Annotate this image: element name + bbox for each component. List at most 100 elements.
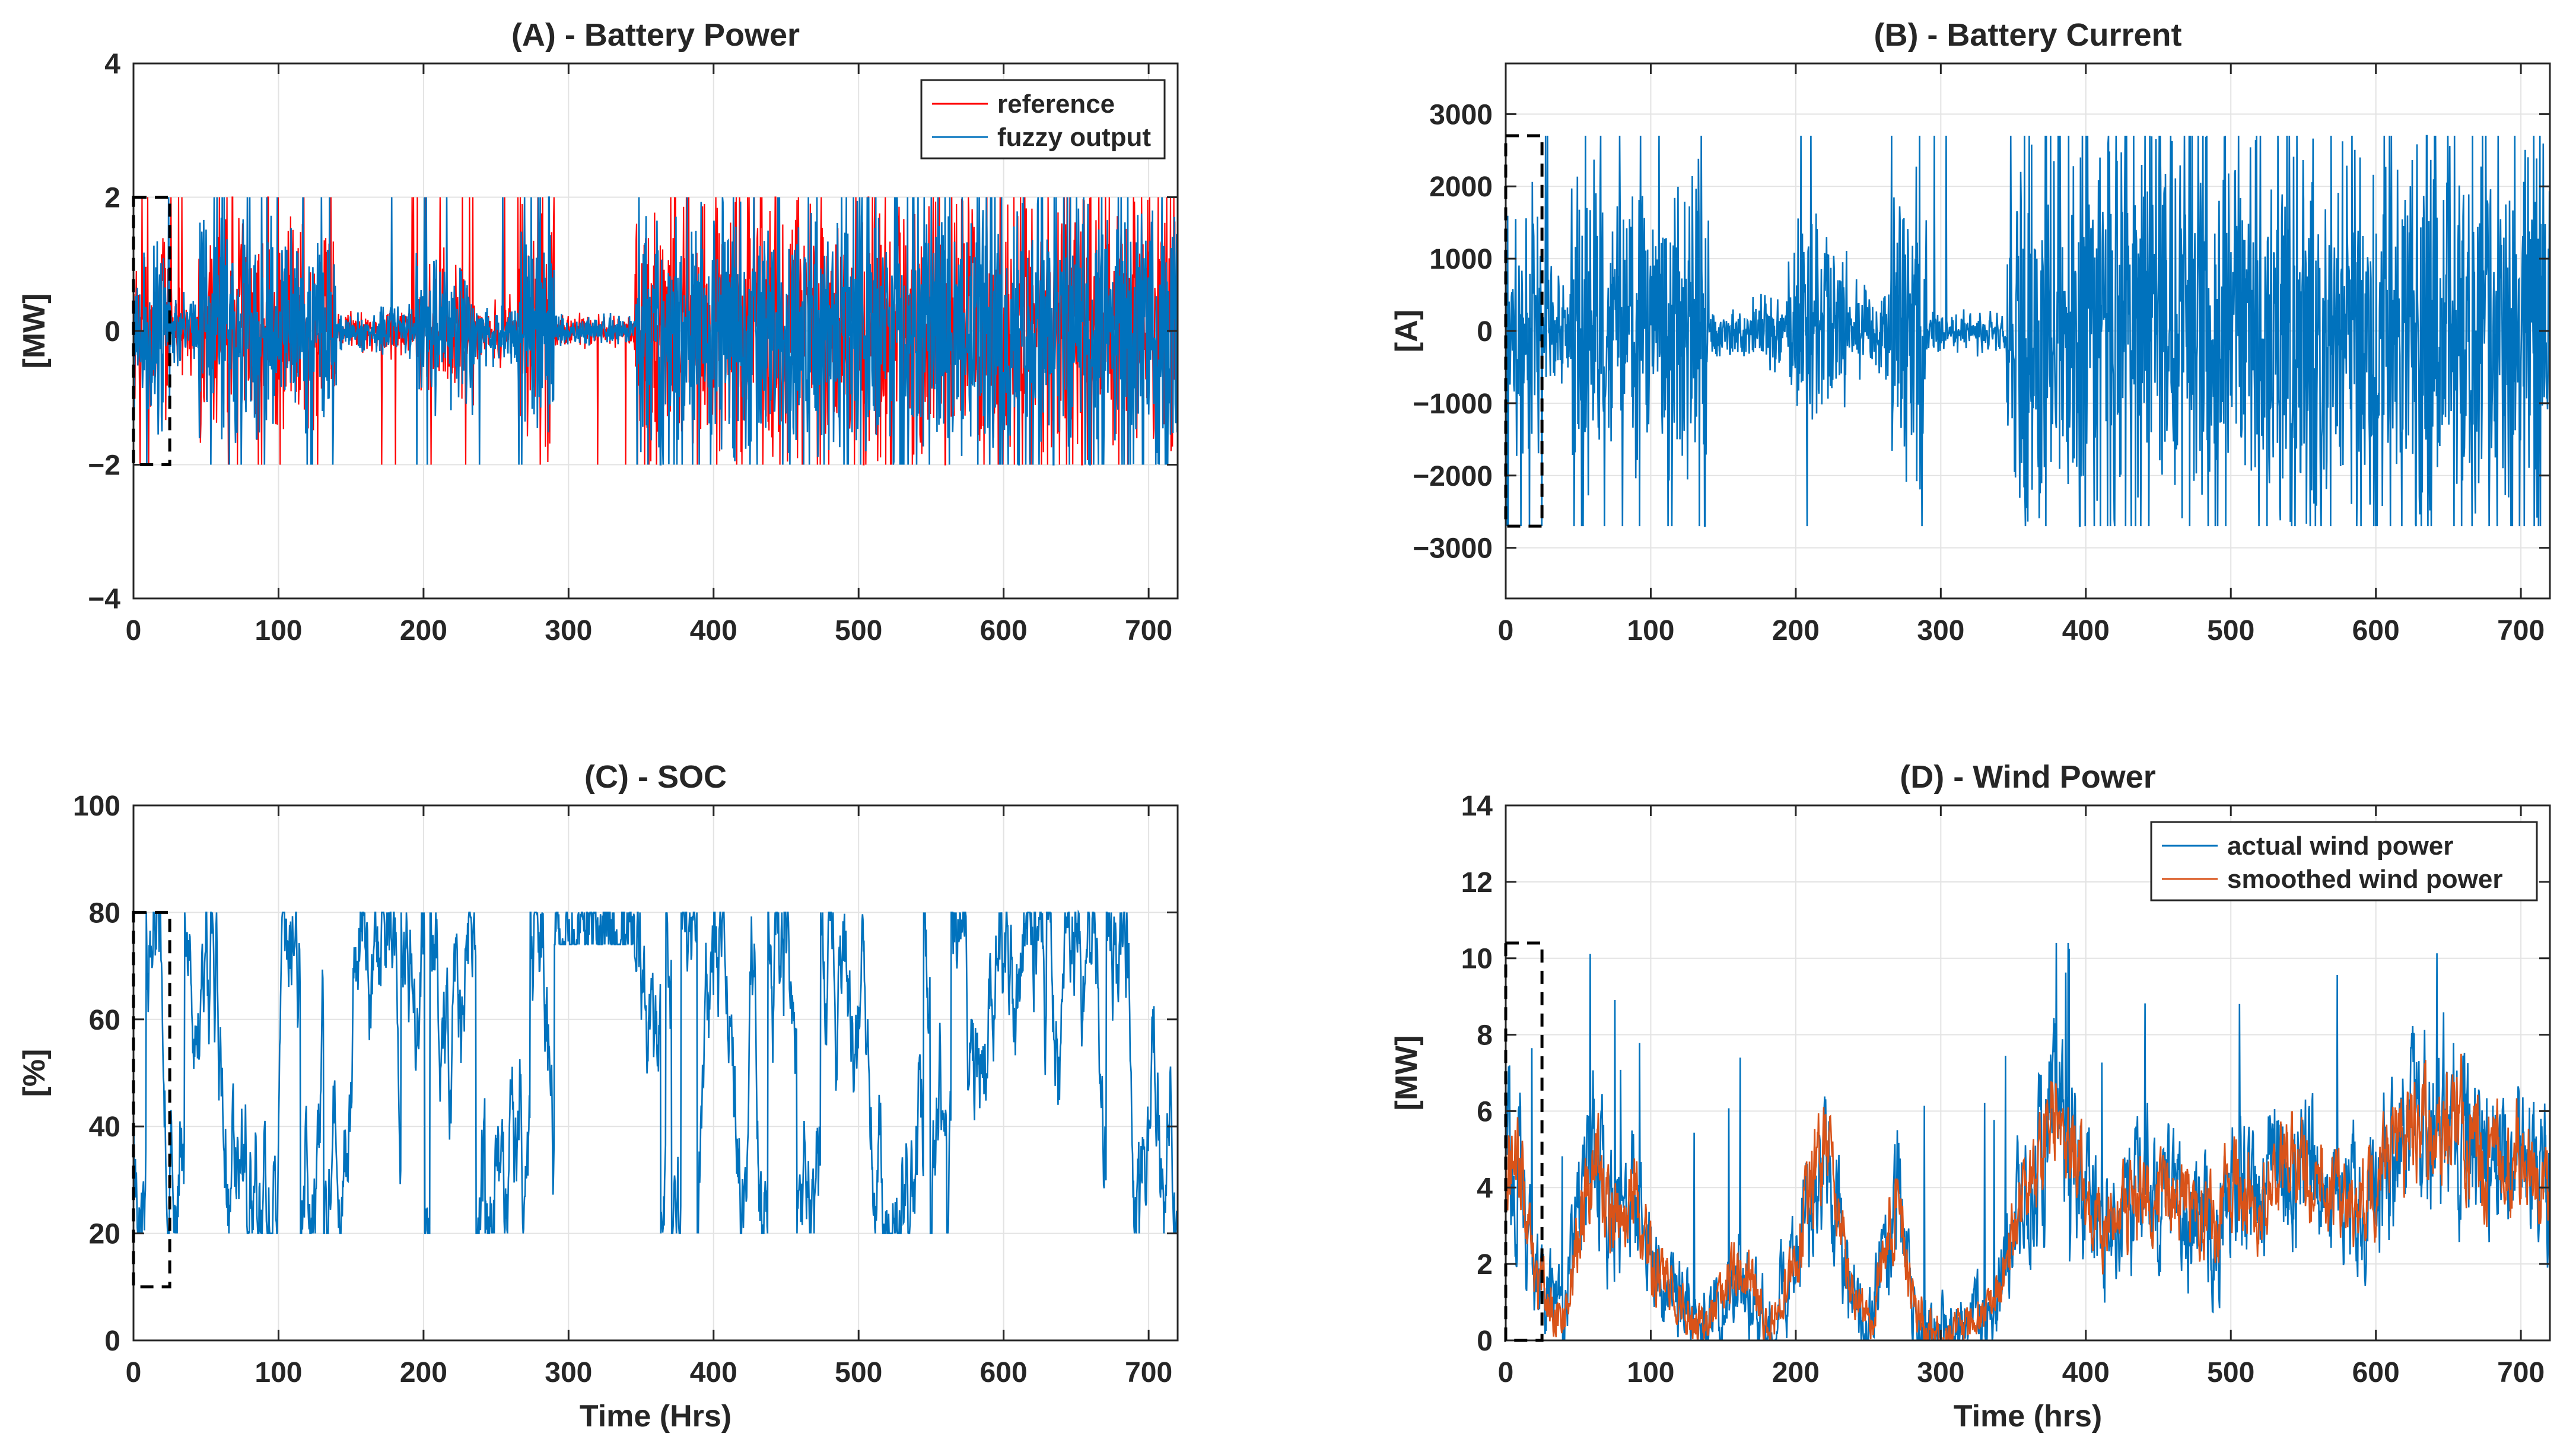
y-tick-label: 4 xyxy=(1477,1173,1493,1204)
x-tick-label: 400 xyxy=(2062,615,2110,646)
panel-a-traces xyxy=(133,196,1178,466)
x-tick-label: 600 xyxy=(2352,615,2400,646)
panel-b-ylabel: [A] xyxy=(1389,310,1424,352)
y-tick-label: 10 xyxy=(1461,944,1493,975)
x-tick-label: 700 xyxy=(1125,1357,1172,1388)
legend-label-smoothed-wind-power: smoothed wind power xyxy=(2227,865,2502,894)
y-tick-label: 2 xyxy=(1477,1249,1493,1280)
panel-a-legend: reference fuzzy output xyxy=(920,79,1166,160)
x-tick-label: 500 xyxy=(835,615,882,646)
x-tick-label: 700 xyxy=(1125,615,1172,646)
dashed-highlight-box xyxy=(132,196,171,466)
dashed-highlight-box xyxy=(1504,941,1544,1342)
y-tick-label: −2000 xyxy=(1413,461,1493,492)
series-line-fuzzy-output xyxy=(133,196,1178,466)
panel-c-frame xyxy=(132,804,1179,1342)
y-tick-label: 14 xyxy=(1461,791,1493,822)
x-tick-label: 400 xyxy=(690,615,737,646)
x-tick-label: 400 xyxy=(690,1357,737,1388)
y-tick-label: 2 xyxy=(104,183,120,214)
panel-c-dashed-box xyxy=(132,910,171,1289)
legend-label-reference: reference xyxy=(997,90,1115,119)
panel-c-grid xyxy=(133,805,1178,1341)
y-tick-label: 0 xyxy=(104,1326,120,1357)
series-line-soc xyxy=(133,909,1178,1234)
x-tick-label: 100 xyxy=(255,1357,302,1388)
panel-d-xlabel: Time (hrs) xyxy=(1954,1399,2102,1434)
y-tick-label: −1000 xyxy=(1413,388,1493,420)
panel-c-xlabel: Time (Hrs) xyxy=(580,1399,732,1434)
x-tick-label: 100 xyxy=(1627,615,1674,646)
x-tick-label: 100 xyxy=(1627,1357,1674,1388)
x-tick-label: 300 xyxy=(545,615,592,646)
x-tick-label: 200 xyxy=(400,1357,447,1388)
panel-a-title: (A) - Battery Power xyxy=(511,17,800,53)
x-tick-label: 300 xyxy=(545,1357,592,1388)
axes-frame xyxy=(132,804,1179,1342)
x-tick-label: 500 xyxy=(835,1357,882,1388)
y-tick-label: 1000 xyxy=(1429,244,1493,275)
panel-b-title: (B) - Battery Current xyxy=(1874,17,2181,53)
x-tick-label: 600 xyxy=(2352,1357,2400,1388)
x-tick-label: 200 xyxy=(1772,1357,1820,1388)
y-tick-label: −4 xyxy=(88,584,120,615)
y-tick-label: 20 xyxy=(89,1219,120,1250)
panel-a-tick-labels: 0 100 200 300 400 500 600 700 −4 −2 0 2 4 xyxy=(88,49,1172,646)
x-tick-label: 0 xyxy=(1498,1357,1514,1388)
panel-a-legend-box xyxy=(920,79,1166,160)
panel-b-traces xyxy=(1506,135,2550,527)
x-tick-label: 600 xyxy=(980,1357,1028,1388)
y-tick-label: 12 xyxy=(1461,867,1493,899)
panel-d-traces xyxy=(1506,942,2550,1340)
y-tick-label: 60 xyxy=(89,1005,120,1036)
x-tick-label: 500 xyxy=(2207,615,2254,646)
y-tick-label: 6 xyxy=(1477,1096,1493,1127)
panel-d-legend-box xyxy=(2150,821,2538,902)
y-tick-label: 100 xyxy=(73,791,120,822)
plot-area xyxy=(133,805,1178,1340)
x-tick-label: 300 xyxy=(1917,1357,1964,1388)
x-tick-label: 400 xyxy=(2062,1357,2110,1388)
y-tick-label: 2000 xyxy=(1429,171,1493,203)
panel-d-dashed-box xyxy=(1504,941,1544,1342)
panel-d-title: (D) - Wind Power xyxy=(1900,759,2155,795)
panel-b-battery-current: 0 100 200 300 400 500 600 700 −3000 −2000 −1000 0 10… xyxy=(1389,17,2551,646)
y-tick-label: 3000 xyxy=(1429,99,1493,130)
panel-b-tick-labels: 0 100 200 300 400 500 600 700 −3000 −2000 −1000 0 10… xyxy=(1413,99,2545,646)
panel-b-frame xyxy=(1505,62,2551,600)
panel-d-ylabel: [MW] xyxy=(1389,1035,1424,1110)
y-tick-label: 0 xyxy=(1477,316,1493,348)
panel-a-battery-power: 0 100 200 300 400 500 600 700 −4 −2 0 2 4 (A) - Batt… xyxy=(17,17,1179,646)
y-tick-label: 4 xyxy=(104,49,120,80)
x-tick-label: 100 xyxy=(255,615,302,646)
x-tick-label: 600 xyxy=(980,615,1028,646)
y-tick-label: 0 xyxy=(104,316,120,348)
panel-c-ylabel: [%] xyxy=(17,1049,52,1097)
y-tick-label: 80 xyxy=(89,897,120,929)
y-tick-label: −3000 xyxy=(1413,533,1493,565)
panel-c-traces xyxy=(133,909,1178,1234)
series-line-smoothed-wind-power xyxy=(1506,1053,2550,1340)
panel-c-tick-labels: 0 100 200 300 400 500 600 700 0 20 40 60 80 100 xyxy=(73,791,1172,1388)
y-tick-label: −2 xyxy=(88,450,120,482)
x-tick-label: 0 xyxy=(1498,615,1514,646)
x-tick-label: 200 xyxy=(400,615,447,646)
dashed-highlight-box xyxy=(132,910,171,1289)
x-tick-label: 500 xyxy=(2207,1357,2254,1388)
x-tick-label: 300 xyxy=(1917,615,1964,646)
x-tick-label: 700 xyxy=(2497,1357,2545,1388)
legend-label-actual-wind-power: actual wind power xyxy=(2227,832,2453,861)
panel-d-wind-power: 0 100 200 300 400 500 600 700 0 2 4 6 8 10 12 14 (D) - … xyxy=(1389,759,2551,1434)
series-line-battery-current xyxy=(1506,135,2550,527)
x-tick-label: 200 xyxy=(1772,615,1820,646)
panel-a-dashed-box xyxy=(132,196,171,466)
panel-a-ylabel: [MW] xyxy=(17,293,52,368)
panel-c-title: (C) - SOC xyxy=(584,759,727,795)
y-tick-label: 0 xyxy=(1477,1326,1493,1357)
x-tick-label: 700 xyxy=(2497,615,2545,646)
y-tick-label: 40 xyxy=(89,1111,120,1143)
legend-label-fuzzy-output: fuzzy output xyxy=(997,123,1151,152)
y-tick-label: 8 xyxy=(1477,1020,1493,1052)
x-tick-label: 0 xyxy=(126,1357,142,1388)
